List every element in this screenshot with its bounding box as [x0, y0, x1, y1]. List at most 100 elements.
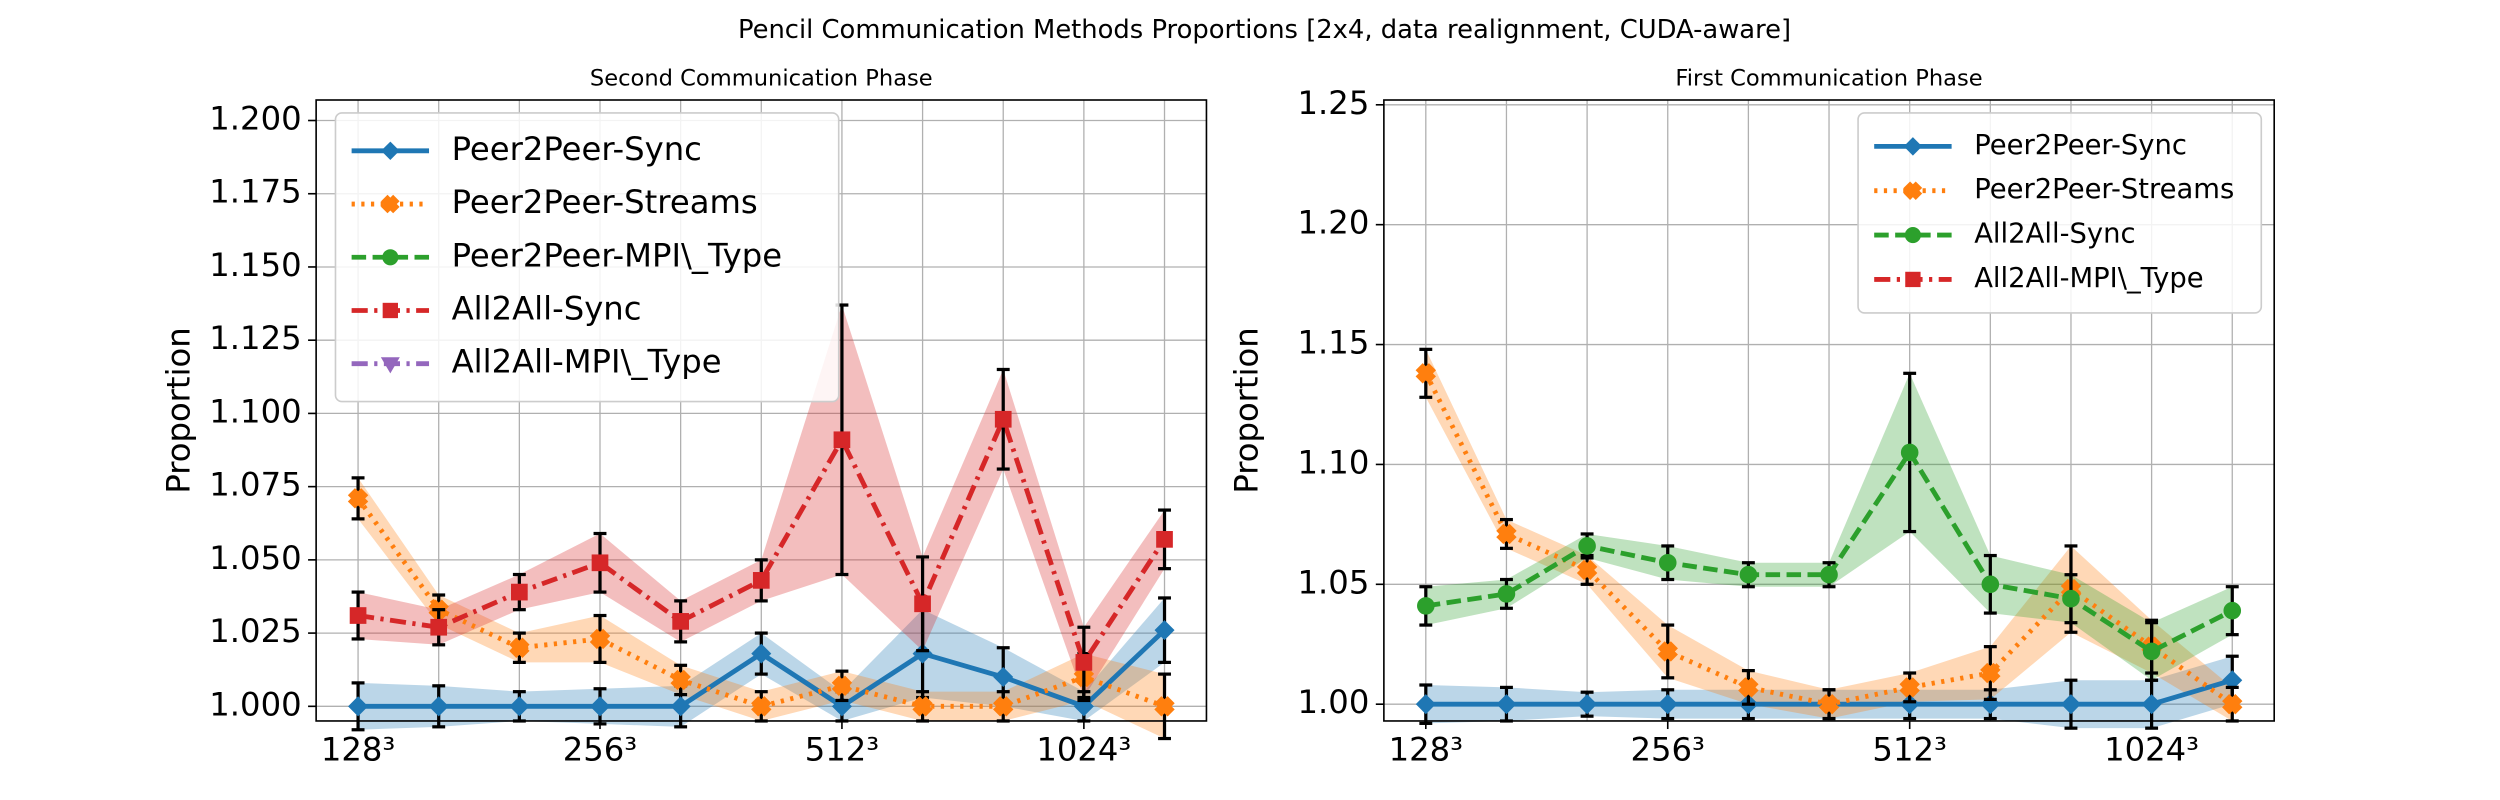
error-band	[1425, 579, 1507, 626]
axes-frame	[315, 99, 1208, 722]
y-tick-label: 1.20	[1298, 204, 1370, 242]
x-tick-label: 1024³	[1036, 731, 1131, 769]
error-band	[922, 369, 1004, 651]
series-line	[357, 412, 1167, 668]
marker	[1657, 694, 1678, 715]
x-tick-label: 256³	[563, 731, 637, 769]
error-band	[680, 665, 762, 721]
marker	[1415, 694, 1436, 715]
marker	[751, 696, 772, 717]
legend-label: Peer2Peer-Sync	[452, 130, 702, 168]
error-band	[2151, 586, 2233, 681]
x-tick-label: 256³	[1630, 731, 1704, 769]
marker	[381, 141, 400, 161]
error-band	[922, 609, 1004, 707]
marker	[591, 554, 609, 572]
marker	[1497, 585, 1516, 603]
error-band	[358, 477, 439, 625]
marker	[1903, 181, 1923, 200]
error-band	[1083, 653, 1165, 739]
legend-label: Peer2Peer-Streams	[1974, 174, 2234, 205]
error-band	[600, 615, 681, 695]
y-tick-label: 1.175	[209, 173, 301, 211]
legend-label: All2All-Sync	[1974, 219, 2135, 250]
marker	[1496, 694, 1517, 715]
error-band	[1909, 646, 1991, 702]
marker	[993, 667, 1014, 688]
marker	[672, 613, 689, 630]
marker	[348, 696, 369, 717]
marker	[1154, 620, 1175, 641]
error-band	[1425, 349, 1507, 549]
marker	[670, 696, 691, 717]
marker	[1905, 271, 1921, 288]
marker	[511, 583, 528, 601]
legend-box	[334, 112, 840, 403]
marker	[751, 643, 772, 664]
figure-title: Pencil Communication Methods Proportions…	[738, 15, 1791, 45]
legend-label: Peer2Peer-Sync	[1974, 130, 2187, 161]
y-tick-label: 1.10	[1298, 443, 1370, 481]
y-tick-label: 1.25	[1298, 84, 1370, 122]
y-tick-label: 1.000	[209, 685, 301, 723]
marker	[1903, 137, 1923, 156]
y-tick-label: 1.00	[1298, 683, 1370, 721]
y-tick-label: 1.050	[209, 539, 301, 577]
error-band	[2070, 545, 2152, 674]
marker	[2141, 694, 2162, 715]
marker	[1738, 677, 1759, 698]
marker	[1577, 694, 1598, 715]
error-band	[1587, 555, 1668, 678]
marker	[1156, 531, 1173, 548]
error-band	[438, 595, 520, 663]
marker	[1818, 693, 1840, 715]
marker	[380, 357, 400, 374]
marker	[509, 696, 530, 717]
error-band	[1990, 545, 2071, 700]
marker	[382, 302, 398, 319]
error-band	[1829, 373, 1910, 587]
marker	[1820, 565, 1838, 584]
y-axis-label: Proportion	[1227, 327, 1265, 493]
marker	[670, 669, 691, 691]
x-tick-label: 128³	[1389, 731, 1463, 769]
y-axis-label: Proportion	[160, 327, 198, 493]
marker	[1981, 575, 2000, 594]
marker	[349, 607, 367, 624]
marker	[428, 696, 449, 717]
marker	[347, 488, 369, 509]
marker	[589, 696, 611, 717]
marker	[382, 249, 399, 266]
marker	[430, 618, 448, 636]
marker	[912, 696, 933, 717]
axes-title: Second Communication Phase	[590, 66, 933, 92]
legend-box	[1857, 112, 2263, 314]
marker	[2062, 589, 2080, 608]
marker	[1899, 677, 1920, 698]
x-tick-label: 512³	[805, 731, 879, 769]
marker	[2142, 642, 2161, 661]
marker	[752, 572, 770, 589]
x-tick-label: 1024³	[2104, 731, 2199, 769]
error-band	[519, 615, 600, 663]
error-band	[358, 592, 439, 645]
marker	[1576, 559, 1598, 581]
marker	[994, 410, 1012, 428]
legend-label: Peer2Peer-MPI\_Type	[452, 236, 782, 274]
legend-label: All2All-MPI\_Type	[1974, 263, 2203, 294]
marker	[2060, 694, 2081, 715]
error-band	[761, 633, 842, 721]
marker	[914, 595, 931, 613]
marker	[1154, 696, 1175, 717]
y-tick-label: 1.025	[209, 612, 301, 650]
x-tick-label: 128³	[321, 731, 395, 769]
error-band	[1003, 653, 1084, 721]
axes-frame	[1383, 99, 2275, 722]
x-tick-label: 512³	[1872, 731, 1946, 769]
legend-label: Peer2Peer-Streams	[452, 183, 758, 221]
error-band	[2151, 620, 2233, 721]
legend-label: All2All-MPI\_Type	[452, 343, 722, 381]
legend-label: All2All-Sync	[452, 289, 642, 327]
marker	[833, 431, 851, 449]
